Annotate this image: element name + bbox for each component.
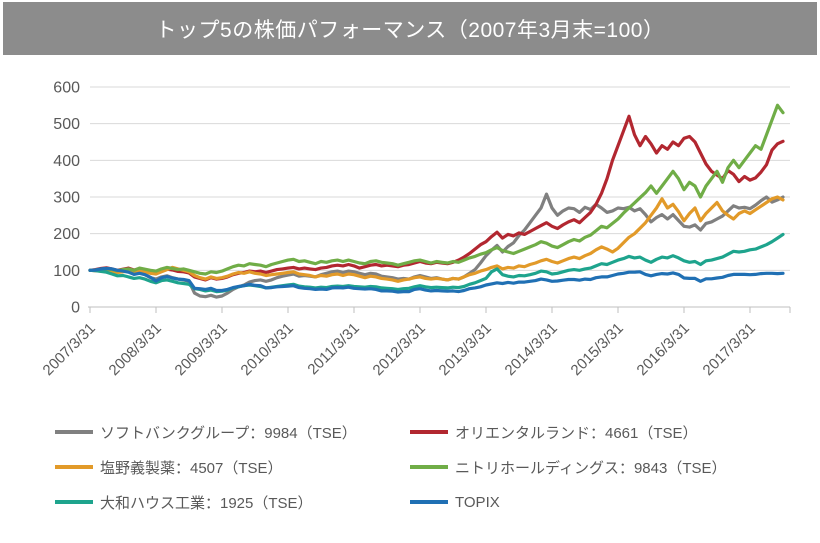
series-line-0 xyxy=(88,192,785,299)
line-chart-canvas: 0 100 200 300 400 500 600 2007/3/31 2008/3/31 200… xyxy=(40,80,791,379)
y-axis-label: 400 xyxy=(53,153,80,170)
y-axis-label: 100 xyxy=(53,263,80,280)
legend-line-swatch xyxy=(410,430,448,434)
x-axis-label: 2007/3/31 xyxy=(40,320,99,379)
legend-label: 塩野義製薬：4507（TSE） xyxy=(100,459,283,477)
legend-line-swatch xyxy=(55,465,93,469)
legend-item-1: オリエンタルランド：4661（TSE） xyxy=(410,420,727,444)
y-axis-label: 300 xyxy=(53,190,80,207)
x-axis-label: 2014/3/31 xyxy=(502,320,561,379)
legend-label: TOPIX xyxy=(455,493,500,511)
series-line-1 xyxy=(88,114,785,282)
legend-label: ソフトバンクグループ：9984（TSE） xyxy=(100,424,357,442)
x-axis-label: 2016/3/31 xyxy=(634,320,693,379)
legend-label: オリエンタルランド：4661（TSE） xyxy=(455,424,698,442)
legend-label: ニトリホールディングス：9843（TSE） xyxy=(455,459,727,477)
legend-line-swatch xyxy=(410,500,448,504)
series-line-5 xyxy=(88,266,785,294)
legend-line-swatch xyxy=(55,500,93,504)
x-axis-label: 2009/3/31 xyxy=(172,320,231,379)
x-axis-label: 2013/3/31 xyxy=(436,320,495,379)
y-axis-label: 0 xyxy=(71,300,80,317)
legend-label: 大和ハウス工業：1925（TSE） xyxy=(100,494,313,512)
legend-line-swatch xyxy=(55,430,93,434)
y-axis-label: 200 xyxy=(53,226,80,243)
x-axis-label: 2010/3/31 xyxy=(238,320,297,379)
legend-line-swatch xyxy=(410,465,448,469)
legend-item-2: 塩野義製薬：4507（TSE） xyxy=(55,455,410,479)
legend-item-0: ソフトバンクグループ：9984（TSE） xyxy=(55,420,410,444)
y-axis-label: 600 xyxy=(53,80,80,97)
x-axis-label: 2015/3/31 xyxy=(568,320,627,379)
legend-item-4: 大和ハウス工業：1925（TSE） xyxy=(55,490,410,514)
y-axis-label: 500 xyxy=(53,116,80,133)
series-line-3 xyxy=(88,103,785,276)
x-axis-label: 2011/3/31 xyxy=(304,320,362,378)
chart-title: トップ5の株価パフォーマンス（2007年3月末=100） xyxy=(3,2,817,55)
legend-item-3: ニトリホールディングス：9843（TSE） xyxy=(410,455,727,479)
x-axis-label: 2012/3/31 xyxy=(370,320,429,379)
x-axis-label: 2008/3/31 xyxy=(106,320,165,379)
x-axis-label: 2017/3/31 xyxy=(700,320,759,379)
series-line-2 xyxy=(88,195,785,283)
legend-item-5: TOPIX xyxy=(410,490,727,514)
chart-legend: ソフトバンクグループ：9984（TSE） オリエンタルランド：4661（TSE） 塩… xyxy=(55,420,727,514)
